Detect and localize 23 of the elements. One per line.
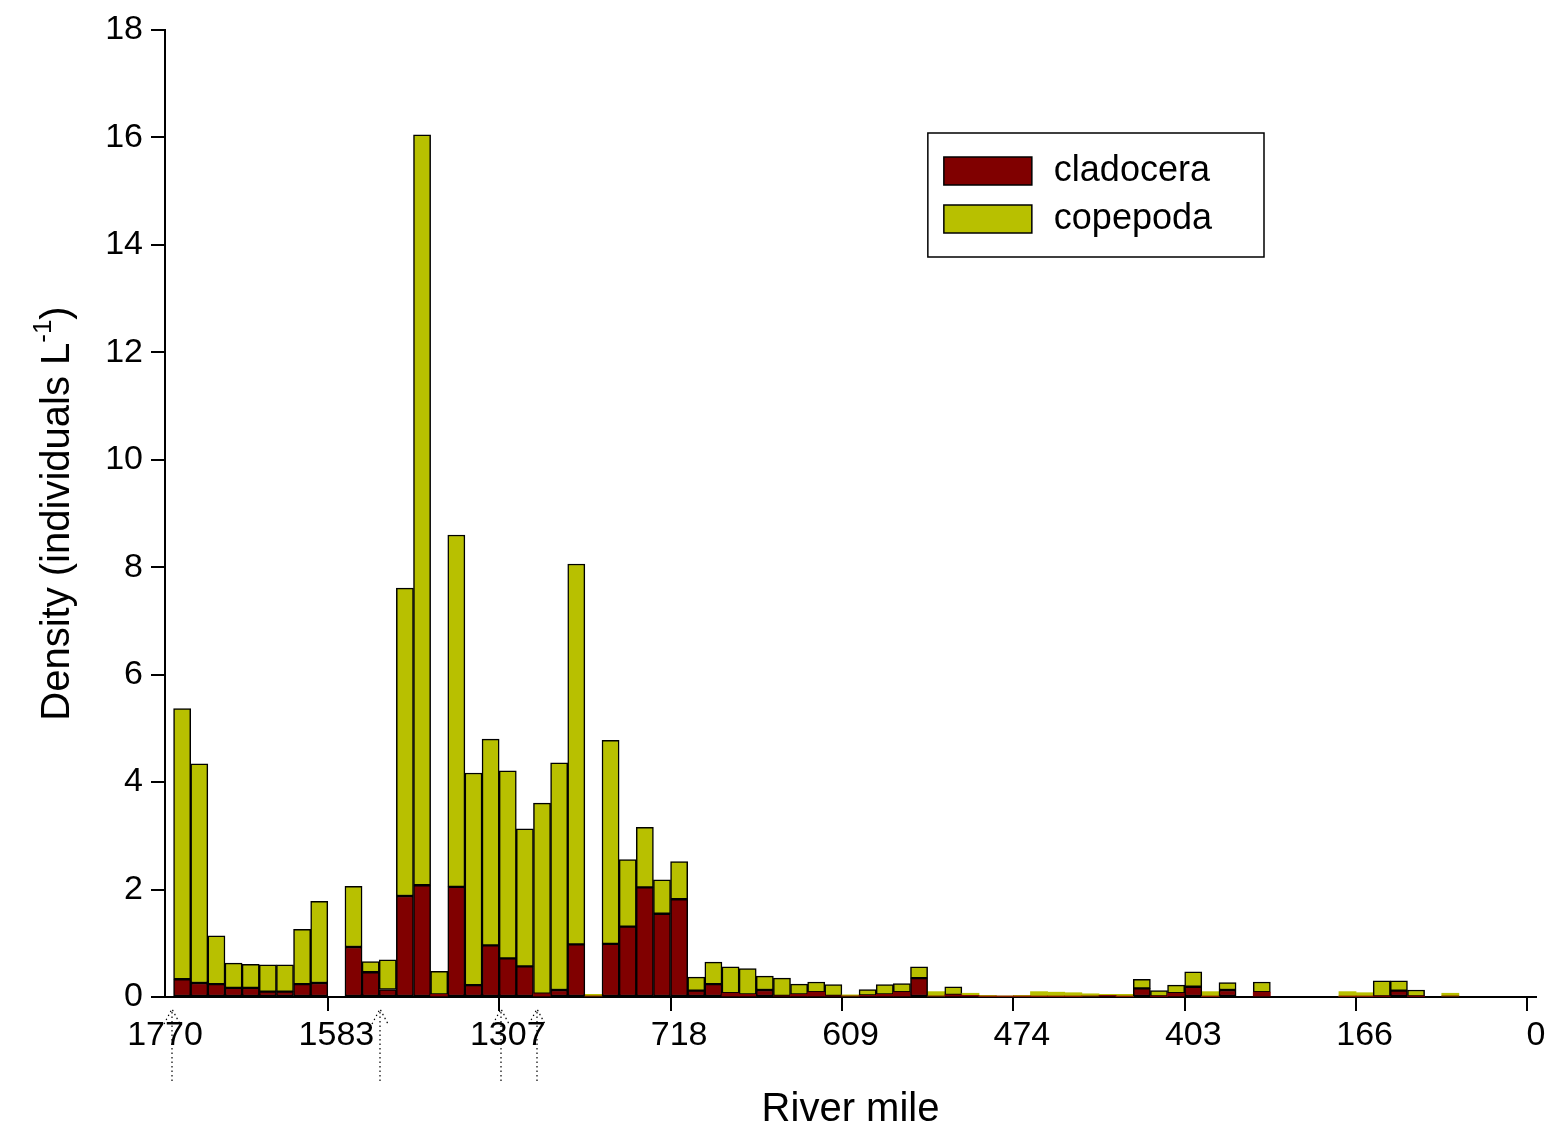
legend-label: copepoda (1053, 195, 1213, 237)
y-tick-label: 16 (105, 115, 143, 154)
x-tick-label: 403 (1164, 1013, 1222, 1052)
legend-label: cladocera (1053, 147, 1211, 189)
x-tick-label: 1583 (298, 1013, 375, 1052)
y-tick-label: 14 (105, 223, 143, 262)
x-axis-title: River mile (761, 1085, 940, 1130)
x-tick-label: 166 (1336, 1013, 1393, 1052)
y-tick-label: 2 (124, 867, 143, 906)
y-tick-label: 8 (124, 545, 143, 584)
x-tick-label: 474 (993, 1013, 1051, 1052)
y-axis-title: Density (individuals L-1) (27, 306, 78, 721)
y-tick-label: 4 (124, 760, 143, 799)
x-tick-label: 0 (1526, 1013, 1546, 1052)
y-tick-label: 6 (124, 653, 143, 692)
x-tick-label: 1307 (469, 1013, 546, 1052)
y-tick-label: 18 (105, 8, 143, 47)
x-tick-label: 1770 (127, 1013, 203, 1052)
x-tick-label: 609 (822, 1013, 879, 1052)
x-tick-label: 718 (650, 1013, 708, 1052)
y-tick-label: 12 (105, 330, 143, 369)
y-tick-label: 0 (124, 975, 143, 1014)
y-tick-label: 10 (105, 438, 143, 477)
